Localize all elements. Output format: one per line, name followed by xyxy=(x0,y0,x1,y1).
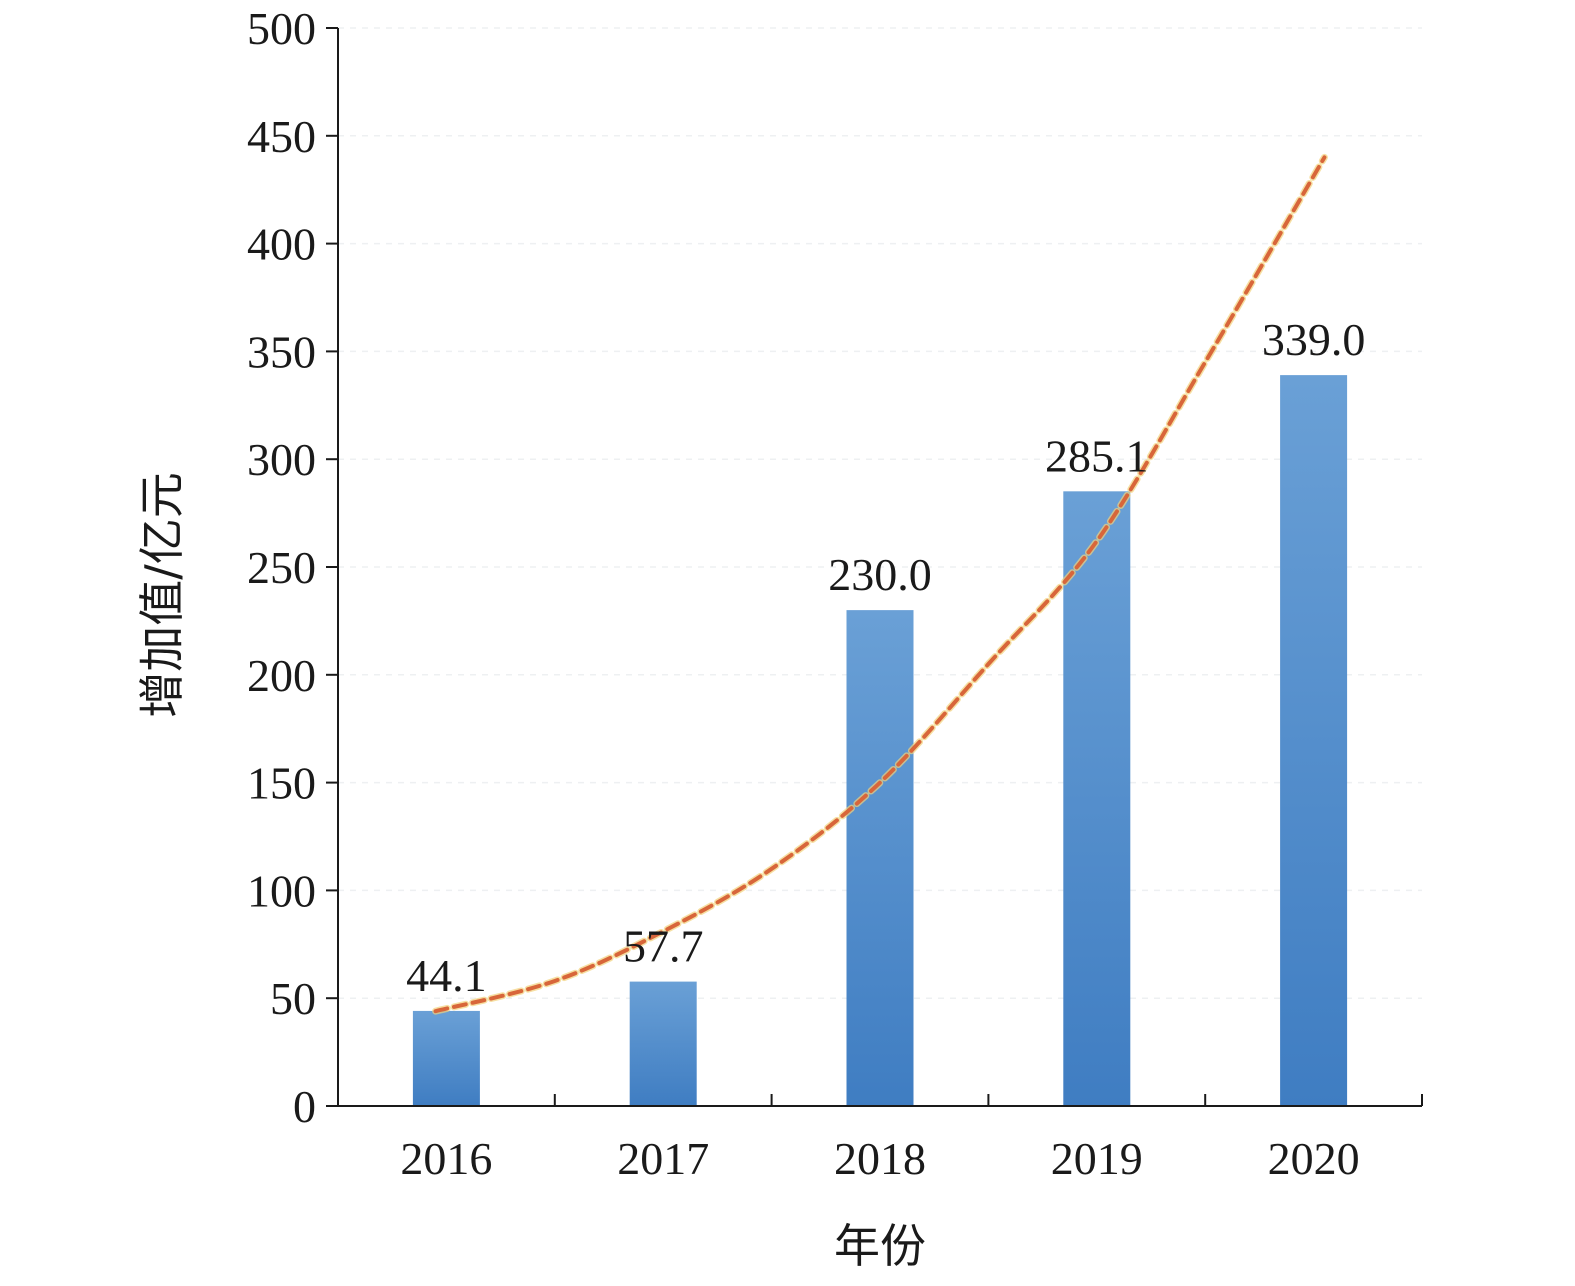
bar-2018 xyxy=(846,610,914,1106)
y-tick-label: 100 xyxy=(247,865,316,916)
y-tick-label: 500 xyxy=(247,3,316,54)
trendline-curve xyxy=(433,155,1327,1014)
data-label-2017: 57.7 xyxy=(623,921,704,972)
y-tick-label: 250 xyxy=(247,542,316,593)
y-tick-label: 350 xyxy=(247,326,316,377)
gridlines xyxy=(338,27,1422,999)
y-tick-label: 0 xyxy=(293,1081,316,1132)
x-tick-label: 2016 xyxy=(400,1133,492,1184)
y-tick-label: 50 xyxy=(270,973,316,1024)
bar-2020 xyxy=(1280,375,1348,1107)
bar-2016 xyxy=(412,1010,480,1106)
trendline xyxy=(432,153,1328,1015)
x-tick-label: 2020 xyxy=(1268,1133,1360,1184)
x-tick-label: 2019 xyxy=(1051,1133,1143,1184)
axes xyxy=(326,27,1423,1107)
bar-2017 xyxy=(629,981,697,1106)
x-tick-label: 2017 xyxy=(617,1133,709,1184)
y-tick-label: 200 xyxy=(247,650,316,701)
y-tick-label: 400 xyxy=(247,219,316,270)
bars xyxy=(412,375,1348,1107)
data-label-2018: 230.0 xyxy=(828,549,932,600)
y-tick-label: 450 xyxy=(247,111,316,162)
x-tick-label: 2018 xyxy=(834,1133,926,1184)
labels: 0 50 100 150 200 250 300 350 400 450 500 2016 2017 20… xyxy=(247,3,1365,1184)
data-label-2019: 285.1 xyxy=(1045,430,1149,481)
y-axis-title: 增加值/亿元 xyxy=(135,472,189,718)
x-axis-title: 年份 xyxy=(834,1219,926,1273)
bar-2019 xyxy=(1063,491,1131,1106)
data-label-2020: 339.0 xyxy=(1262,314,1366,365)
y-tick-label: 300 xyxy=(247,434,316,485)
y-tick-label: 150 xyxy=(247,758,316,809)
data-label-2016: 44.1 xyxy=(406,950,487,1001)
